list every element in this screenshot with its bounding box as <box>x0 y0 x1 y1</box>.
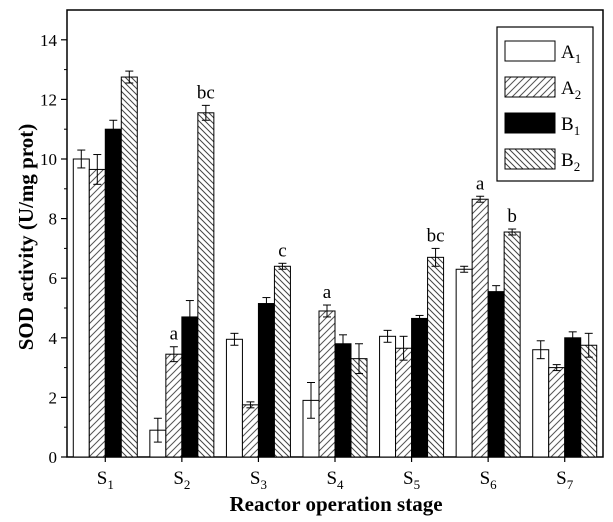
y-tick-label: 8 <box>49 210 58 229</box>
x-tick-label: S1 <box>97 468 114 492</box>
bar <box>487 291 505 458</box>
bar <box>120 76 138 458</box>
bar <box>225 338 243 458</box>
significance-label: a <box>323 282 332 303</box>
bar <box>257 303 275 458</box>
y-tick-label: 0 <box>49 448 58 467</box>
bar <box>241 404 259 458</box>
y-tick-label: 10 <box>40 150 57 169</box>
x-tick-label: S7 <box>556 468 574 492</box>
y-tick-label: 4 <box>49 329 58 348</box>
x-tick-label: S5 <box>403 468 420 492</box>
legend-swatch <box>504 40 556 62</box>
bar <box>503 231 521 458</box>
bar <box>548 367 566 458</box>
y-axis-title: SOD activity (U/mg prot) <box>14 124 38 351</box>
x-tick-label: S6 <box>480 468 498 492</box>
bar <box>318 310 336 458</box>
legend-swatch <box>504 148 556 170</box>
bar <box>72 158 90 458</box>
bar <box>455 268 473 458</box>
y-tick-label: 6 <box>49 269 58 288</box>
y-tick-label: 14 <box>40 31 58 50</box>
legend-label: A1 <box>561 42 581 66</box>
x-axis-title: Reactor operation stage <box>229 492 442 516</box>
legend: A1 A2 B1 B2 <box>496 26 594 182</box>
y-tick-label: 2 <box>49 388 58 407</box>
bar <box>411 317 429 458</box>
significance-label: a <box>170 324 179 345</box>
bar <box>273 265 291 458</box>
bar <box>564 337 582 458</box>
bar <box>379 335 397 458</box>
bar <box>334 343 352 458</box>
legend-label: A2 <box>561 78 581 102</box>
significance-label: c <box>278 240 286 261</box>
bar <box>181 316 199 458</box>
legend-swatch <box>504 76 556 98</box>
legend-label: B1 <box>561 114 580 138</box>
bar <box>471 198 489 458</box>
y-tick-label: 12 <box>40 90 57 109</box>
legend-label: B2 <box>561 150 580 174</box>
bar <box>580 344 598 458</box>
significance-label: bc <box>197 82 215 103</box>
plot-area: 0 2 4 6 8 10 12 14 S1 S2 S3 S4 S5 S6 S7 a bc c a bc a b <box>40 9 604 492</box>
bar <box>197 112 215 458</box>
x-tick-label: S4 <box>326 468 344 492</box>
significance-label: bc <box>427 225 445 246</box>
significance-label: a <box>476 173 485 194</box>
bar <box>104 128 122 458</box>
bar <box>532 349 550 458</box>
legend-swatch <box>504 112 556 134</box>
bar <box>395 347 413 458</box>
bar <box>165 353 183 458</box>
significance-label: b <box>507 206 517 227</box>
bar <box>88 168 106 458</box>
bar <box>427 256 445 458</box>
x-tick-label: S3 <box>250 468 267 492</box>
x-tick-label: S2 <box>173 468 190 492</box>
